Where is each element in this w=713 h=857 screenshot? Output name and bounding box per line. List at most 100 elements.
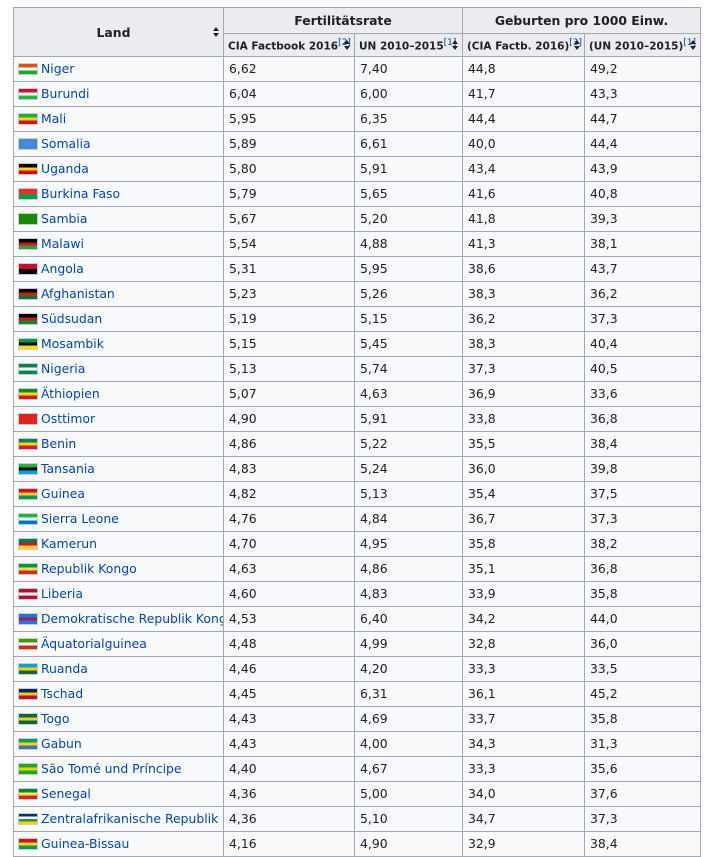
header-fert-un[interactable]: UN 2010–2015[1] (354, 33, 463, 57)
table-row: Demokratische Republik Kongo 4,53 6,40 34,2… (13, 606, 701, 632)
flag-icon[interactable] (18, 437, 38, 450)
flag-icon[interactable] (18, 337, 38, 350)
country-link[interactable]: Nigeria (41, 361, 86, 376)
country-link[interactable]: Burkina Faso (41, 186, 121, 201)
flag-icon[interactable] (18, 112, 38, 125)
cell-birth-cia: 41,7 (462, 81, 585, 107)
country-link[interactable]: Republik Kongo (41, 561, 137, 576)
flag-icon[interactable] (18, 387, 38, 400)
flag-icon[interactable] (18, 187, 38, 200)
flag-icon[interactable] (18, 237, 38, 250)
flag-icon[interactable] (18, 562, 38, 575)
cell-birth-cia: 41,8 (462, 206, 585, 232)
cell-fert-cia: 4,45 (223, 681, 355, 707)
flag-icon[interactable] (18, 537, 38, 550)
country-link[interactable]: Demokratische Republik Kongo (41, 611, 224, 626)
flag-icon[interactable] (18, 737, 38, 750)
sort-icon[interactable] (344, 40, 350, 50)
country-link[interactable]: Liberia (41, 586, 83, 601)
header-birth-cia[interactable]: (CIA Factb. 2016)[3] (462, 33, 585, 57)
country-link[interactable]: Zentralafrikanische Republik (41, 811, 219, 826)
country-link[interactable]: Mosambik (41, 336, 104, 351)
table-row: Senegal 4,36 5,00 34,0 37,6 (13, 781, 701, 807)
flag-icon[interactable] (18, 462, 38, 475)
reference-link[interactable]: [1] (683, 37, 697, 48)
cell-fert-cia: 4,43 (223, 731, 355, 757)
cell-fert-un: 4,00 (354, 731, 463, 757)
table-row: Ruanda 4,46 4,20 33,3 33,5 (13, 656, 701, 682)
flag-icon[interactable] (18, 762, 38, 775)
country-link[interactable]: Mali (41, 111, 67, 126)
flag-icon[interactable] (18, 312, 38, 325)
country-link[interactable]: Uganda (41, 161, 89, 176)
flag-icon[interactable] (18, 212, 38, 225)
country-link[interactable]: Malawi (41, 236, 84, 251)
flag-icon[interactable] (18, 87, 38, 100)
header-birth-un[interactable]: (UN 2010–2015)[1] (584, 33, 701, 57)
table-row: Burundi 6,04 6,00 41,7 43,3 (13, 81, 701, 107)
country-link[interactable]: Osttimor (41, 411, 96, 426)
flag-icon[interactable] (18, 837, 38, 850)
flag-icon[interactable] (18, 587, 38, 600)
country-link[interactable]: Afghanistan (41, 286, 115, 301)
flag-icon[interactable] (18, 787, 38, 800)
country-link[interactable]: Sierra Leone (41, 511, 119, 526)
cell-fert-un: 6,35 (354, 106, 463, 132)
sort-icon[interactable] (690, 40, 696, 50)
flag-icon[interactable] (18, 637, 38, 650)
flag-icon[interactable] (18, 362, 38, 375)
cell-fert-cia: 5,15 (223, 331, 355, 357)
country-link[interactable]: Tschad (41, 686, 84, 701)
reference-link[interactable]: [1] (443, 37, 457, 48)
cell-fert-un: 4,95 (354, 531, 463, 557)
flag-icon[interactable] (18, 262, 38, 275)
header-fert-cia[interactable]: CIA Factbook 2016[2] (223, 33, 355, 57)
country-link[interactable]: Äquatorialguinea (41, 636, 147, 651)
country-link[interactable]: Guinea-Bissau (41, 836, 130, 851)
country-link[interactable]: Somalia (41, 136, 91, 151)
sort-icon[interactable] (574, 40, 580, 50)
country-link[interactable]: Südsudan (41, 311, 103, 326)
flag-icon[interactable] (18, 512, 38, 525)
flag-icon[interactable] (18, 662, 38, 675)
country-link[interactable]: Niger (41, 61, 75, 76)
sort-icon[interactable] (213, 27, 219, 37)
country-link[interactable]: Togo (41, 711, 70, 726)
country-link[interactable]: Angola (41, 261, 84, 276)
flag-icon[interactable] (18, 612, 38, 625)
flag-icon[interactable] (18, 812, 38, 825)
country-link[interactable]: Benin (41, 436, 77, 451)
flag-icon[interactable] (18, 487, 38, 500)
country-link[interactable]: São Tomé und Príncipe (41, 761, 182, 776)
cell-fert-cia: 6,62 (223, 56, 355, 82)
cell-country: Togo (13, 706, 224, 732)
cell-fert-cia: 4,82 (223, 481, 355, 507)
cell-birth-un: 35,8 (584, 706, 701, 732)
flag-icon[interactable] (18, 287, 38, 300)
flag-icon[interactable] (18, 162, 38, 175)
country-link[interactable]: Äthiopien (41, 386, 100, 401)
cell-country: Gabun (13, 731, 224, 757)
country-link[interactable]: Burundi (41, 86, 90, 101)
country-link[interactable]: Senegal (41, 786, 91, 801)
cell-country: Mosambik (13, 331, 224, 357)
country-link[interactable]: Ruanda (41, 661, 88, 676)
cell-country: Sierra Leone (13, 506, 224, 532)
flag-icon[interactable] (18, 687, 38, 700)
cell-fert-cia: 4,48 (223, 631, 355, 657)
country-link[interactable]: Sambia (41, 211, 88, 226)
sort-icon[interactable] (452, 40, 458, 50)
country-link[interactable]: Tansania (41, 461, 95, 476)
country-link[interactable]: Gabun (41, 736, 82, 751)
flag-icon[interactable] (18, 412, 38, 425)
cell-country: Burkina Faso (13, 181, 224, 207)
flag-icon[interactable] (18, 137, 38, 150)
flag-icon[interactable] (18, 62, 38, 75)
country-link[interactable]: Kamerun (41, 536, 97, 551)
flag-icon[interactable] (18, 712, 38, 725)
country-link[interactable]: Guinea (41, 486, 85, 501)
cell-birth-cia: 33,9 (462, 581, 585, 607)
cell-fert-un: 5,13 (354, 481, 463, 507)
header-land[interactable]: Land (13, 7, 224, 57)
cell-birth-cia: 33,7 (462, 706, 585, 732)
